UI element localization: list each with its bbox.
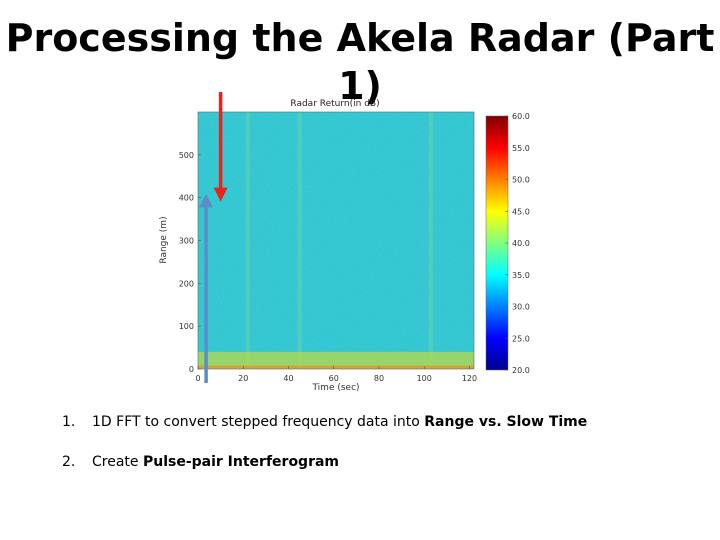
vertical-band xyxy=(245,112,250,369)
colorbar: 20.0 25.0 30.0 35.0 40.0 45.0 50.0 55.0 60.0 xyxy=(485,112,530,375)
colorbar-tick-label: 30.0 xyxy=(512,303,530,312)
heatmap-plot-area xyxy=(197,111,475,370)
colorbar-tick-label: 45.0 xyxy=(512,207,530,216)
radar-heatmap-figure: Radar Return(in dB) 0 20 40 60 80 100 120 0 100 2… xyxy=(159,92,530,392)
x-tick-label: 0 xyxy=(195,374,200,383)
x-tick-label: 100 xyxy=(417,374,432,383)
colorbar-tick-label: 20.0 xyxy=(512,366,530,375)
near-range-band xyxy=(198,351,474,369)
vertical-band xyxy=(429,112,434,369)
bullet-text: 1D FFT to convert stepped frequency data… xyxy=(92,414,425,430)
bullet-item: 2. Create Pulse-pair Interferogram xyxy=(62,454,702,470)
bullet-number: 2. xyxy=(62,454,76,470)
colorbar-tick-label: 40.0 xyxy=(512,239,530,248)
colorbar-tick-label: 25.0 xyxy=(512,334,530,343)
chart-title: Radar Return(in dB) xyxy=(290,99,379,109)
x-tick-label: 120 xyxy=(462,374,477,383)
blue-arrow-head xyxy=(199,193,214,208)
y-tick-label: 500 xyxy=(179,151,194,160)
red-arrow-head xyxy=(213,187,228,202)
heatmap-speckle xyxy=(198,112,474,369)
slide-title: Processing the Akela Radar (Part 1) xyxy=(5,16,715,108)
y-tick-label: 0 xyxy=(189,365,194,374)
x-tick-label: 20 xyxy=(238,374,248,383)
bullet-item: 1. 1D FFT to convert stepped frequency d… xyxy=(62,414,702,430)
y-tick-label: 200 xyxy=(179,279,194,288)
colorbar-tick-label: 60.0 xyxy=(512,112,530,121)
near-range-strong-band xyxy=(198,365,474,369)
x-tick-label: 60 xyxy=(329,374,339,383)
colorbar-tick-label: 50.0 xyxy=(512,176,530,185)
colorbar-tick-label: 55.0 xyxy=(512,144,530,153)
bullet-number: 1. xyxy=(62,414,76,430)
x-tick-label: 80 xyxy=(374,374,384,383)
colorbar-tick-label: 35.0 xyxy=(512,271,530,280)
bullet-list: 1. 1D FFT to convert stepped frequency d… xyxy=(62,414,702,494)
bullet-bold-text: Range vs. Slow Time xyxy=(424,414,588,430)
x-axis-label: Time (sec) xyxy=(311,383,359,392)
vertical-band xyxy=(297,112,302,369)
colorbar-gradient xyxy=(485,115,509,371)
bullet-bold-text: Pulse-pair Interferogram xyxy=(142,454,340,470)
y-axis-label: Range (m) xyxy=(159,216,169,263)
x-tick-label: 40 xyxy=(283,374,293,383)
y-tick-label: 400 xyxy=(179,194,194,203)
bullet-text: Create xyxy=(92,454,143,470)
y-tick-label: 100 xyxy=(179,322,194,331)
y-tick-label: 300 xyxy=(179,237,194,246)
